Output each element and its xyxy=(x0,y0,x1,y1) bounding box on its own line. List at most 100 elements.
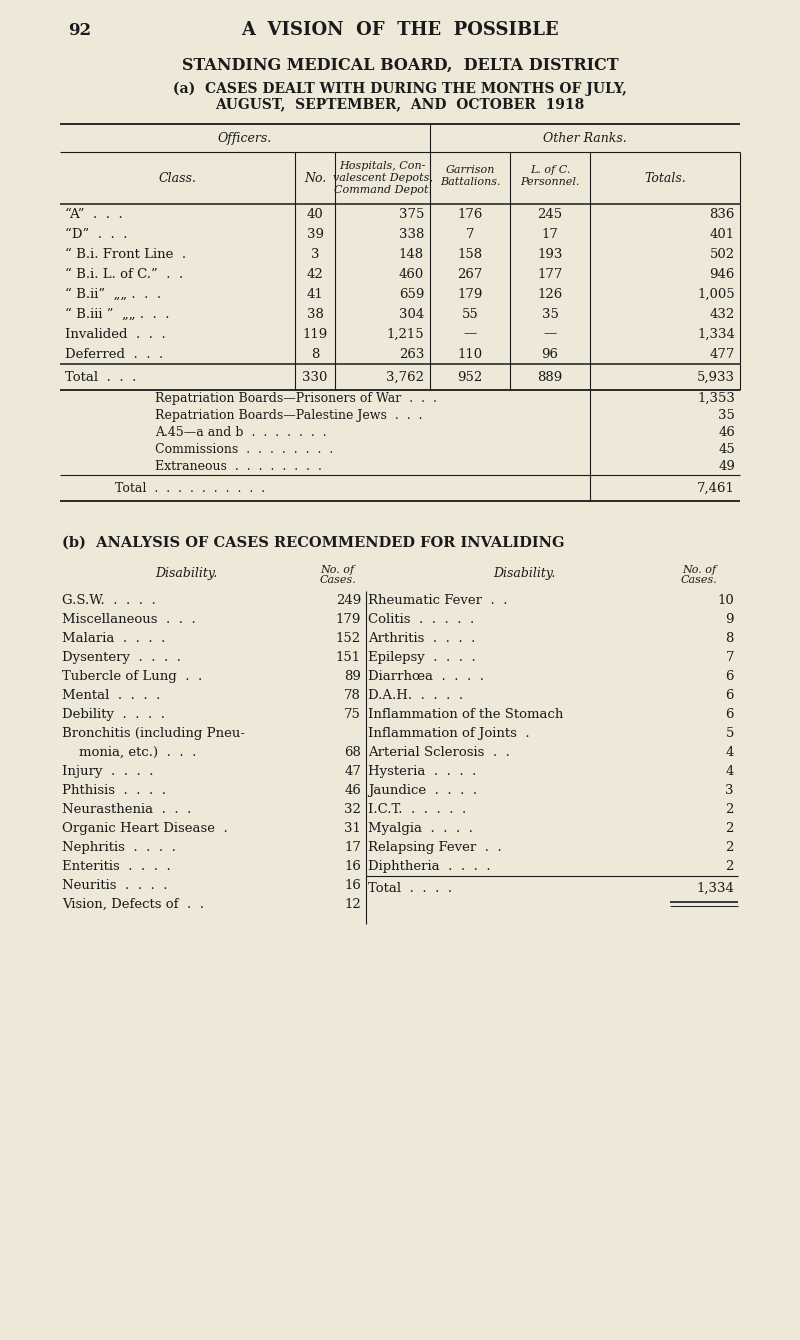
Text: Jaundice  .  .  .  .: Jaundice . . . . xyxy=(368,784,477,797)
Text: Battalions.: Battalions. xyxy=(440,177,500,188)
Text: 92: 92 xyxy=(68,21,91,39)
Text: Inflammation of Joints  .: Inflammation of Joints . xyxy=(368,728,530,740)
Text: 47: 47 xyxy=(344,765,361,779)
Text: Total  .  .  .: Total . . . xyxy=(65,370,136,383)
Text: 1,353: 1,353 xyxy=(697,393,735,405)
Text: 6: 6 xyxy=(726,689,734,702)
Text: L. of C.: L. of C. xyxy=(530,165,570,176)
Text: 3,762: 3,762 xyxy=(386,370,424,383)
Text: Injury  .  .  .  .: Injury . . . . xyxy=(62,765,154,779)
Text: Organic Heart Disease  .: Organic Heart Disease . xyxy=(62,821,228,835)
Text: 89: 89 xyxy=(344,670,361,683)
Text: 946: 946 xyxy=(710,268,735,280)
Text: Extraneous  .  .  .  .  .  .  .  .: Extraneous . . . . . . . . xyxy=(155,460,322,473)
Text: 1,334: 1,334 xyxy=(696,882,734,895)
Text: 5,933: 5,933 xyxy=(697,370,735,383)
Text: 9: 9 xyxy=(726,612,734,626)
Text: 304: 304 xyxy=(398,307,424,320)
Text: Diphtheria  .  .  .  .: Diphtheria . . . . xyxy=(368,860,490,872)
Text: G.S.W.  .  .  .  .: G.S.W. . . . . xyxy=(62,594,156,607)
Text: 4: 4 xyxy=(726,765,734,779)
Text: 952: 952 xyxy=(458,370,482,383)
Text: I.C.T.  .  .  .  .  .: I.C.T. . . . . . xyxy=(368,803,466,816)
Text: 432: 432 xyxy=(710,307,735,320)
Text: Disability.: Disability. xyxy=(155,567,217,579)
Text: Hysteria  .  .  .  .: Hysteria . . . . xyxy=(368,765,476,779)
Text: Repatriation Boards—Prisoners of War  .  .  .: Repatriation Boards—Prisoners of War . .… xyxy=(155,393,437,405)
Text: 96: 96 xyxy=(542,347,558,360)
Text: Neuritis  .  .  .  .: Neuritis . . . . xyxy=(62,879,167,892)
Text: 46: 46 xyxy=(718,426,735,440)
Text: 338: 338 xyxy=(398,228,424,240)
Text: Officers.: Officers. xyxy=(218,131,272,145)
Text: Cases.: Cases. xyxy=(681,575,718,586)
Text: Invalided  .  .  .: Invalided . . . xyxy=(65,327,166,340)
Text: 16: 16 xyxy=(344,879,361,892)
Text: 42: 42 xyxy=(306,268,323,280)
Text: 267: 267 xyxy=(458,268,482,280)
Text: Arthritis  .  .  .  .: Arthritis . . . . xyxy=(368,632,475,645)
Text: Vision, Defects of  .  .: Vision, Defects of . . xyxy=(62,898,204,911)
Text: 375: 375 xyxy=(398,208,424,221)
Text: 245: 245 xyxy=(538,208,562,221)
Text: 38: 38 xyxy=(306,307,323,320)
Text: “ B.ii”  „„ .  .  .: “ B.ii” „„ . . . xyxy=(65,288,161,300)
Text: A.45—a and b  .  .  .  .  .  .  .: A.45—a and b . . . . . . . xyxy=(155,426,326,440)
Text: 152: 152 xyxy=(336,632,361,645)
Text: Mental  .  .  .  .: Mental . . . . xyxy=(62,689,160,702)
Text: 39: 39 xyxy=(306,228,323,240)
Text: 177: 177 xyxy=(538,268,562,280)
Text: Nephritis  .  .  .  .: Nephritis . . . . xyxy=(62,842,176,854)
Text: “ B.i. Front Line  .: “ B.i. Front Line . xyxy=(65,248,186,260)
Text: No.: No. xyxy=(304,172,326,185)
Text: 4: 4 xyxy=(726,746,734,758)
Text: 148: 148 xyxy=(399,248,424,260)
Text: AUGUST,  SEPTEMBER,  AND  OCTOBER  1918: AUGUST, SEPTEMBER, AND OCTOBER 1918 xyxy=(215,96,585,111)
Text: 1,334: 1,334 xyxy=(697,327,735,340)
Text: 1,005: 1,005 xyxy=(698,288,735,300)
Text: Neurasthenia  .  .  .: Neurasthenia . . . xyxy=(62,803,191,816)
Text: 6: 6 xyxy=(726,670,734,683)
Text: 31: 31 xyxy=(344,821,361,835)
Text: 158: 158 xyxy=(458,248,482,260)
Text: 179: 179 xyxy=(336,612,361,626)
Text: 1,215: 1,215 xyxy=(386,327,424,340)
Text: 7,461: 7,461 xyxy=(697,481,735,494)
Text: 40: 40 xyxy=(306,208,323,221)
Text: 16: 16 xyxy=(344,860,361,872)
Text: 35: 35 xyxy=(542,307,558,320)
Text: 836: 836 xyxy=(710,208,735,221)
Text: Miscellaneous  .  .  .: Miscellaneous . . . xyxy=(62,612,196,626)
Text: Personnel.: Personnel. xyxy=(520,177,580,188)
Text: 75: 75 xyxy=(344,708,361,721)
Text: 2: 2 xyxy=(726,842,734,854)
Text: D.A.H.  .  .  .  .: D.A.H. . . . . xyxy=(368,689,463,702)
Text: 17: 17 xyxy=(344,842,361,854)
Text: Repatriation Boards—Palestine Jews  .  .  .: Repatriation Boards—Palestine Jews . . . xyxy=(155,409,422,422)
Text: —: — xyxy=(543,327,557,340)
Text: 659: 659 xyxy=(398,288,424,300)
Text: Garrison: Garrison xyxy=(446,165,494,176)
Text: 35: 35 xyxy=(718,409,735,422)
Text: Cases.: Cases. xyxy=(319,575,356,586)
Text: Dysentery  .  .  .  .: Dysentery . . . . xyxy=(62,651,181,665)
Text: A  VISION  OF  THE  POSSIBLE: A VISION OF THE POSSIBLE xyxy=(241,21,559,39)
Text: Myalgia  .  .  .  .: Myalgia . . . . xyxy=(368,821,473,835)
Text: 3: 3 xyxy=(726,784,734,797)
Text: Rheumatic Fever  .  .: Rheumatic Fever . . xyxy=(368,594,507,607)
Text: 8: 8 xyxy=(726,632,734,645)
Text: Enteritis  .  .  .  .: Enteritis . . . . xyxy=(62,860,170,872)
Text: 2: 2 xyxy=(726,860,734,872)
Text: 7: 7 xyxy=(466,228,474,240)
Text: Command Depot.: Command Depot. xyxy=(334,185,431,196)
Text: STANDING MEDICAL BOARD,  DELTA DISTRICT: STANDING MEDICAL BOARD, DELTA DISTRICT xyxy=(182,56,618,74)
Text: “ B.iii ”  „„ .  .  .: “ B.iii ” „„ . . . xyxy=(65,307,170,320)
Text: 7: 7 xyxy=(726,651,734,665)
Text: 78: 78 xyxy=(344,689,361,702)
Text: 2: 2 xyxy=(726,821,734,835)
Text: 45: 45 xyxy=(718,444,735,456)
Text: 55: 55 xyxy=(462,307,478,320)
Text: Other Ranks.: Other Ranks. xyxy=(543,131,627,145)
Text: Arterial Sclerosis  .  .: Arterial Sclerosis . . xyxy=(368,746,510,758)
Text: Debility  .  .  .  .: Debility . . . . xyxy=(62,708,165,721)
